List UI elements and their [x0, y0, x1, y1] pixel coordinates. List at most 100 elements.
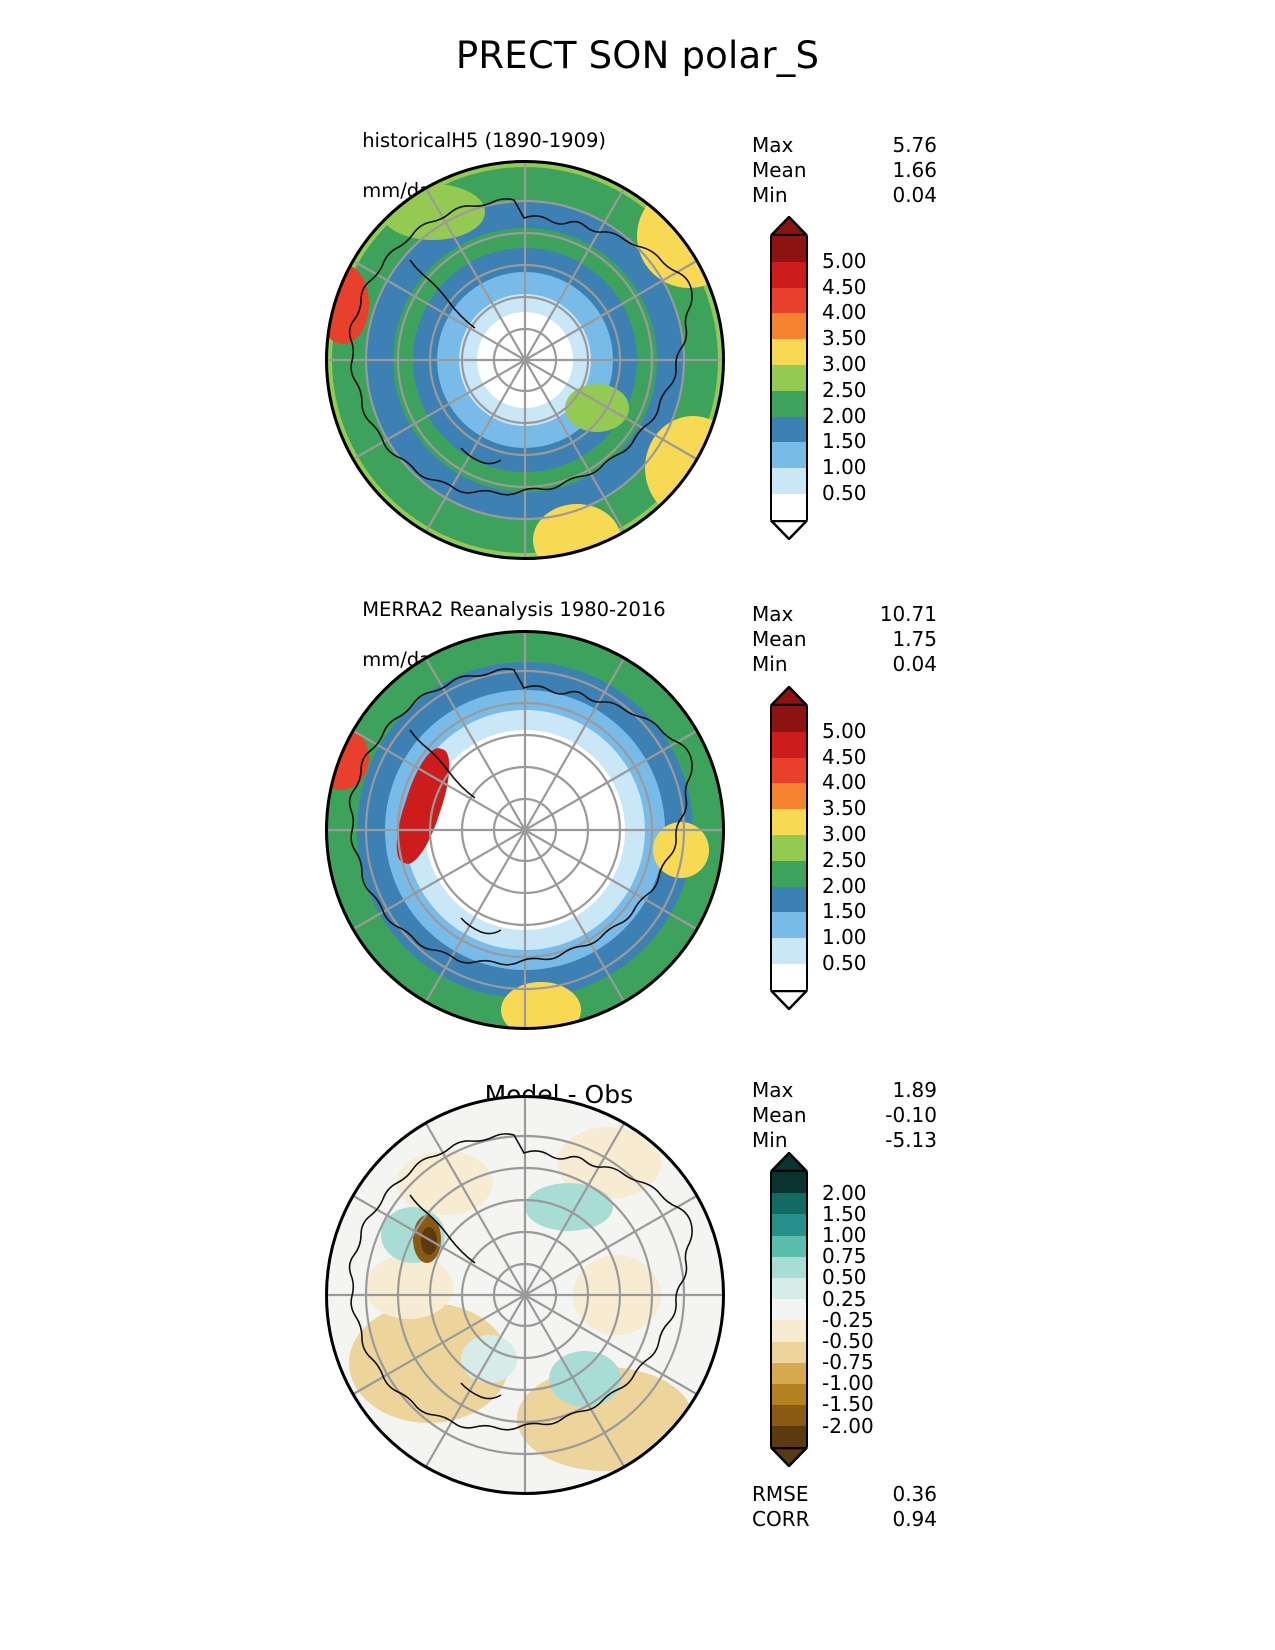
colorbar-segment: [770, 1299, 808, 1321]
colorbar-tick-label: 1.50: [822, 1201, 867, 1226]
colorbar-tick-label: -1.50: [822, 1392, 874, 1417]
stat-row: Max 5.76: [752, 133, 937, 157]
colorbar-tick-label: 5.00: [822, 718, 867, 743]
colorbar-segment: [770, 313, 808, 340]
colorbar-segment: [770, 339, 808, 365]
colorbar-segment: [770, 1256, 808, 1278]
stat-row: Mean 1.75: [752, 627, 937, 651]
panel-model-stats: Max 5.76 Mean 1.66 Min 0.04: [752, 133, 937, 208]
colorbar-cap-min: [770, 1447, 808, 1468]
colorbar-tick-label: 3.50: [822, 326, 867, 351]
contour-blob: [325, 264, 369, 344]
colorbar-segment: [770, 731, 808, 758]
map-obs: [325, 630, 725, 1030]
colorbar-segment: [770, 1235, 808, 1257]
colorbar-tick-label: 4.00: [822, 300, 867, 325]
colorbar-segment: [770, 1214, 808, 1236]
colorbar-segment: [770, 442, 808, 469]
colorbar-cap-max: [770, 685, 808, 707]
colorbar-tick-label: 1.50: [822, 899, 867, 924]
panel-difference-scores: RMSE 0.36 CORR 0.94: [752, 1482, 937, 1532]
colorbar-cap-min: [770, 989, 808, 1011]
colorbar-segment: [770, 261, 808, 288]
colorbar-segment: [770, 783, 808, 810]
panel-model-title-line1: historicalH5 (1890-1909): [362, 129, 607, 152]
figure-title: PRECT SON polar_S: [455, 34, 820, 77]
contour-blob: [653, 822, 709, 878]
colorbar-tick-label: 3.50: [822, 796, 867, 821]
colorbar-tick-label: -0.50: [822, 1328, 874, 1353]
map-globe: [325, 1095, 725, 1495]
colorbar-tick-label: 1.00: [822, 1222, 867, 1247]
colorbar-segment: [770, 809, 808, 835]
colorbar-segment: [770, 287, 808, 314]
colorbar-segment: [770, 938, 808, 964]
colorbar-tick-label: 2.00: [822, 403, 867, 428]
colorbar-tick-label: -0.25: [822, 1307, 874, 1332]
colorbar-cap-min: [770, 519, 808, 541]
colorbar-cap-max: [770, 1151, 808, 1173]
colorbar-segment: [770, 493, 808, 520]
colorbar-segment: [770, 834, 808, 861]
contour-blob: [421, 1227, 437, 1255]
score-row: CORR 0.94: [752, 1507, 937, 1531]
panel-obs-title: MERRA2 Reanalysis 1980-2016 mm/day: [325, 572, 666, 697]
contour-blob: [645, 416, 725, 520]
colorbar-segment: [770, 912, 808, 939]
stat-row: Mean -0.10: [752, 1103, 937, 1127]
colorbar-segment: [770, 1277, 808, 1300]
stat-row: Min 0.04: [752, 183, 937, 207]
colorbar-tick-label: 5.00: [822, 248, 867, 273]
colorbar-segment: [770, 1341, 808, 1363]
colorbar-cap-max: [770, 215, 808, 237]
colorbar-tick-label: 0.25: [822, 1286, 867, 1311]
map-globe: [325, 160, 725, 560]
map-globe: [325, 630, 725, 1030]
colorbar-segment: [770, 390, 808, 417]
panel-obs-stats: Max 10.71 Mean 1.75 Min 0.04: [752, 602, 937, 677]
colorbar-tick-label: 2.50: [822, 377, 867, 402]
contour-blob: [565, 384, 629, 432]
colorbar-tick-label: 0.50: [822, 951, 867, 976]
colorbar-segment: [770, 1383, 808, 1406]
colorbar-tick-label: 4.50: [822, 744, 867, 769]
colorbar-segment: [770, 963, 808, 990]
colorbar-segment: [770, 1320, 808, 1342]
colorbar-tick-label: 0.50: [822, 1265, 867, 1290]
colorbar-tick-label: 0.50: [822, 481, 867, 506]
colorbar-tick-label: 3.00: [822, 822, 867, 847]
contour-blob: [365, 1255, 453, 1319]
colorbar-tick-label: 2.00: [822, 1180, 867, 1205]
map-model: [325, 160, 725, 560]
colorbar-tick-label: -2.00: [822, 1413, 874, 1438]
coastline: [325, 630, 725, 1030]
colorbar-segment: [770, 1362, 808, 1384]
colorbar-tick-label: 4.00: [822, 770, 867, 795]
coastline: [325, 1095, 725, 1495]
map-difference: [325, 1095, 725, 1495]
colorbar-segment: [770, 364, 808, 391]
colorbar-segment: [770, 886, 808, 913]
colorbar-tick-label: 1.00: [822, 925, 867, 950]
colorbar-tick-label: 1.00: [822, 455, 867, 480]
colorbar-segment: [770, 1426, 808, 1448]
panel-obs-title-line1: MERRA2 Reanalysis 1980-2016: [362, 598, 666, 621]
contour-blob: [533, 504, 621, 560]
stat-row: Mean 1.66: [752, 158, 937, 182]
stat-row: Min 0.04: [752, 652, 937, 676]
colorbar-tick-label: 2.00: [822, 873, 867, 898]
colorbar-segment: [770, 706, 808, 732]
colorbar-segment: [770, 860, 808, 887]
colorbar-segment: [770, 416, 808, 443]
colorbar-segment: [770, 757, 808, 784]
colorbar-tick-label: 1.50: [822, 429, 867, 454]
colorbar-segment: [770, 1172, 808, 1194]
panel-difference-stats: Max 1.89 Mean -0.10 Min -5.13: [752, 1078, 937, 1153]
stat-row: Min -5.13: [752, 1128, 937, 1152]
colorbar-tick-label: 2.50: [822, 847, 867, 872]
colorbar-segment: [770, 236, 808, 262]
stat-row: Max 10.71: [752, 602, 937, 626]
colorbar-tick-label: 4.50: [822, 274, 867, 299]
stat-row: Max 1.89: [752, 1078, 937, 1102]
